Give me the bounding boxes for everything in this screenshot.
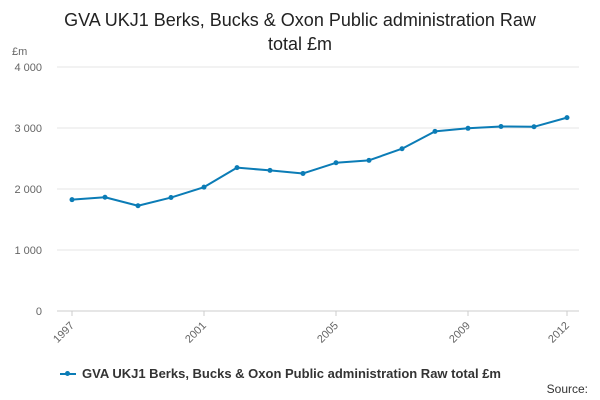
legend-label: GVA UKJ1 Berks, Bucks & Oxon Public admi… bbox=[82, 366, 501, 381]
data-point bbox=[168, 195, 174, 201]
axes: 0 1 000 2 000 3 000 4 000 1997 2001 2005 2009 201… bbox=[14, 62, 579, 346]
data-point bbox=[366, 157, 372, 163]
x-tick-label: 2012 bbox=[546, 320, 572, 346]
data-point bbox=[531, 124, 537, 130]
y-tick-label: 3 000 bbox=[14, 123, 42, 135]
y-tick-label: 1 000 bbox=[14, 245, 42, 257]
source-label: Source: bbox=[546, 382, 588, 396]
data-point bbox=[498, 123, 504, 129]
data-point bbox=[102, 194, 108, 200]
legend[interactable]: GVA UKJ1 Berks, Bucks & Oxon Public admi… bbox=[60, 366, 501, 381]
x-tick-label: 2009 bbox=[447, 320, 473, 346]
data-point bbox=[201, 184, 207, 190]
series-line bbox=[71, 116, 568, 207]
data-point bbox=[564, 115, 570, 121]
data-point bbox=[69, 197, 75, 203]
data-point bbox=[465, 125, 471, 131]
y-tick-label: 0 bbox=[36, 306, 42, 318]
data-point bbox=[432, 128, 438, 134]
grid-lines bbox=[57, 66, 579, 251]
x-tick-label: 2001 bbox=[183, 320, 209, 346]
series-layer bbox=[69, 115, 570, 209]
data-point bbox=[135, 203, 141, 209]
x-tick-label: 1997 bbox=[51, 320, 77, 346]
data-point bbox=[234, 165, 240, 171]
y-tick-label: 4 000 bbox=[14, 62, 42, 74]
chart-title: GVA UKJ1 Berks, Bucks & Oxon Public admi… bbox=[0, 8, 600, 56]
data-point bbox=[333, 160, 339, 166]
y-axis-unit-label: £m bbox=[12, 46, 27, 58]
legend-line-marker-icon bbox=[60, 370, 76, 376]
chart-title-line-2: total £m bbox=[267, 34, 333, 54]
y-tick-label: 2 000 bbox=[14, 184, 42, 196]
x-tick-label: 2005 bbox=[315, 320, 341, 346]
chart-title-line-1: GVA UKJ1 Berks, Bucks & Oxon Public admi… bbox=[64, 10, 536, 30]
data-point bbox=[300, 170, 306, 176]
data-point bbox=[399, 146, 405, 152]
data-point bbox=[267, 167, 273, 173]
